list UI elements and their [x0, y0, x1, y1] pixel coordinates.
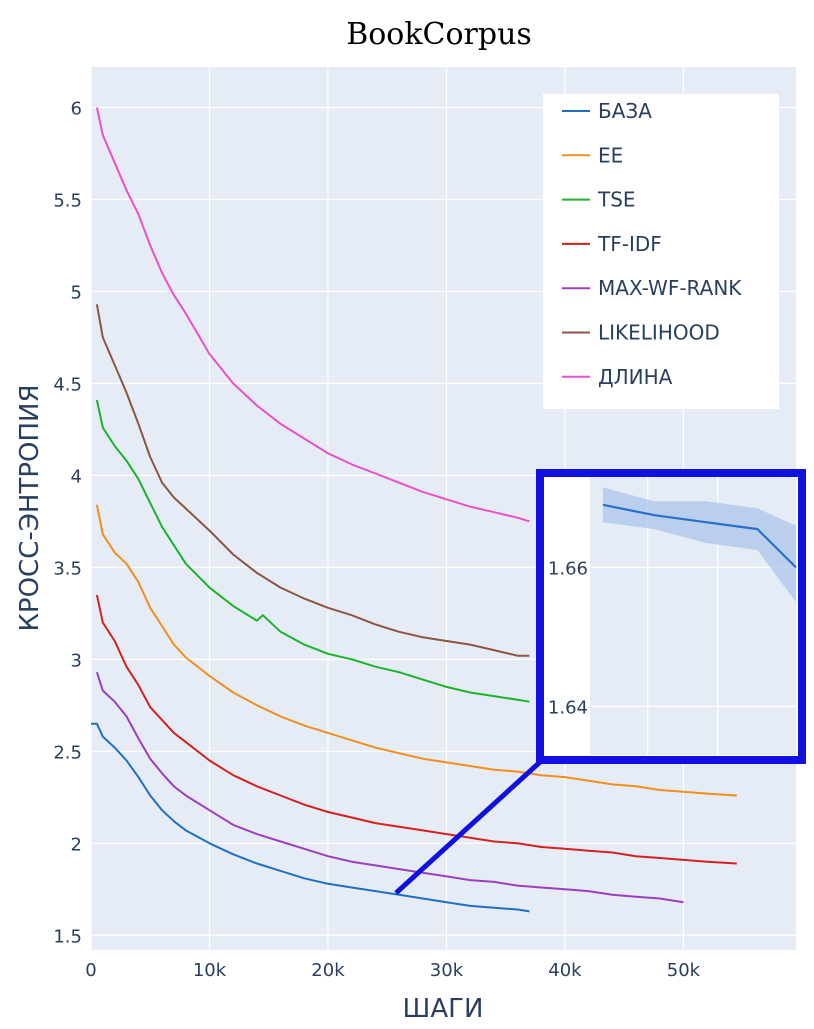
x-tick-label: 10k [193, 960, 227, 981]
y-axis-title: КРОСС-ЭНТРОПИЯ [15, 384, 45, 631]
y-tick-label: 1.5 [53, 926, 82, 947]
inset-connector-line [394, 760, 542, 895]
x-tick-label: 50k [667, 960, 701, 981]
series-layer [91, 107, 737, 913]
x-tick-label: 0 [85, 960, 96, 981]
legend-item-label: ДЛИНА [598, 365, 673, 389]
x-axis-title: ШАГИ [403, 994, 484, 1024]
x-axis-ticks: 0 10k 20k 30k 40k 50k [85, 960, 700, 981]
y-tick-label: 5.5 [53, 190, 82, 211]
y-axis-ticks: 1.5 2 2.5 3 3.5 4 4.5 5 5.5 6 [53, 98, 82, 947]
y-tick-label: 6 [71, 98, 82, 119]
legend-box [543, 94, 779, 409]
inset-confidence-band [602, 487, 796, 603]
series-line-ee [95, 504, 737, 797]
legend-item-label: LIKELIHOOD [598, 321, 720, 345]
y-tick-label: 2.5 [53, 742, 82, 763]
zoom-inset: 1.64 1.66 [536, 469, 806, 764]
x-tick-label: 40k [548, 960, 582, 981]
y-tick-label: 4.5 [53, 374, 82, 395]
x-tick-label: 30k [430, 960, 464, 981]
y-tick-label: 4 [71, 466, 82, 487]
legend-item-label: БАЗА [598, 99, 652, 123]
y-tick-label: 5 [71, 282, 82, 303]
series-line-tf-idf [95, 594, 737, 865]
series-line-tse [95, 399, 530, 703]
inset-series-line [602, 503, 797, 569]
inset-frame [536, 469, 806, 764]
x-tick-label: 20k [311, 960, 345, 981]
legend-item-label: EE [598, 143, 623, 167]
legend-item-label: TF-IDF [597, 232, 662, 256]
series-line-max-wf-rank [95, 671, 684, 904]
series-line-база [91, 722, 530, 913]
inset-y-tick-label: 1.64 [548, 697, 588, 718]
y-tick-label: 3 [71, 650, 82, 671]
legend-item-label: MAX-WF-RANK [598, 276, 742, 300]
series-line-длина [95, 107, 530, 523]
y-tick-label: 2 [71, 834, 82, 855]
legend: БАЗА EE TSE TF-IDF MAX-WF-RANK LIKELIHOOD ДЛИН… [543, 94, 779, 409]
legend-item-label: TSE [597, 188, 636, 212]
chart-title: BookCorpus [346, 17, 532, 52]
y-tick-label: 3.5 [53, 558, 82, 579]
series-line-likelihood [95, 304, 530, 657]
inset-y-tick-label: 1.66 [548, 558, 588, 579]
